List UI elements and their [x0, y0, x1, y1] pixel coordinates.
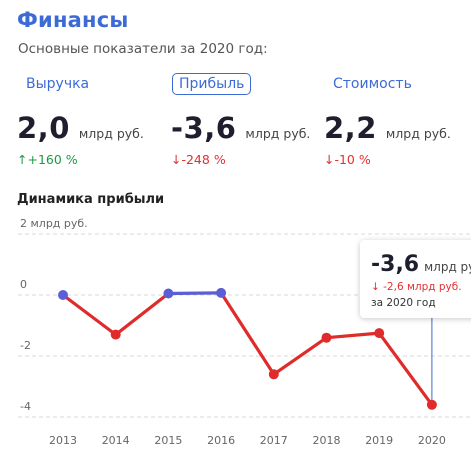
- revenue-change: ↑+160 %: [17, 152, 78, 167]
- series-segment: [166, 291, 223, 296]
- data-point: [321, 332, 332, 343]
- data-point: [58, 290, 68, 300]
- profit-value: -3,6 млрд руб.: [171, 111, 310, 145]
- series-segment: [272, 336, 329, 376]
- profit-number: -3,6: [171, 111, 237, 145]
- section-subtitle: Основные показатели за 2020 год:: [18, 41, 268, 57]
- market-value-unit: млрд руб.: [385, 126, 451, 141]
- series-segment: [324, 331, 381, 340]
- tab-value[interactable]: Стоимость: [333, 76, 412, 92]
- chart-tooltip: -3,6 млрд руб ↓ -2,6 млрд руб. за 2020 г…: [360, 240, 471, 318]
- data-point: [374, 328, 385, 339]
- series-segment: [61, 293, 118, 337]
- data-point: [268, 369, 279, 380]
- market-value-number: 2,2: [324, 111, 377, 145]
- x-tick-label: 2019: [365, 434, 393, 447]
- tab-profit[interactable]: Прибыль: [172, 73, 252, 95]
- tab-revenue[interactable]: Выручка: [26, 76, 90, 92]
- data-point: [163, 288, 174, 299]
- revenue-unit: млрд руб.: [78, 126, 144, 141]
- series-segment: [219, 291, 276, 376]
- x-tick-label: 2015: [154, 434, 182, 447]
- y-tick-label: -2: [20, 339, 31, 352]
- data-point: [216, 287, 227, 298]
- x-tick-label: 2016: [207, 434, 235, 447]
- series-segment: [114, 291, 170, 337]
- y-tick-label: 2 млрд руб.: [20, 217, 88, 230]
- profit-change: ↓-248 %: [171, 152, 226, 167]
- data-point: [426, 399, 437, 410]
- x-tick-label: 2017: [260, 434, 288, 447]
- section-heading-finance: Финансы: [17, 8, 129, 32]
- x-tick-label: 2014: [102, 434, 130, 447]
- series-segment: [377, 331, 434, 407]
- data-point: [110, 329, 121, 340]
- tooltip-period: за 2020 год: [371, 297, 436, 309]
- y-tick-label: -4: [20, 400, 31, 413]
- chart-title: Динамика прибыли: [17, 192, 165, 207]
- market-value: 2,2 млрд руб.: [324, 111, 451, 145]
- revenue-value: 2,0 млрд руб.: [17, 111, 144, 145]
- y-tick-label: 0: [20, 278, 27, 291]
- x-tick-label: 2013: [49, 434, 77, 447]
- revenue-number: 2,0: [17, 111, 70, 145]
- profit-line-chart: 2 млрд руб. 0 -2 -4 2013 2014 2015 2016 2017 2018…: [18, 217, 471, 447]
- x-tick-label: 2020: [418, 434, 446, 447]
- x-tick-label: 2018: [313, 434, 341, 447]
- market-value-change: ↓-10 %: [324, 152, 371, 167]
- profit-unit: млрд руб.: [245, 126, 311, 141]
- tooltip-unit: млрд руб: [424, 260, 471, 274]
- tooltip-change: ↓ -2,6 млрд руб.: [371, 281, 462, 293]
- tooltip-value: -3,6: [371, 252, 420, 277]
